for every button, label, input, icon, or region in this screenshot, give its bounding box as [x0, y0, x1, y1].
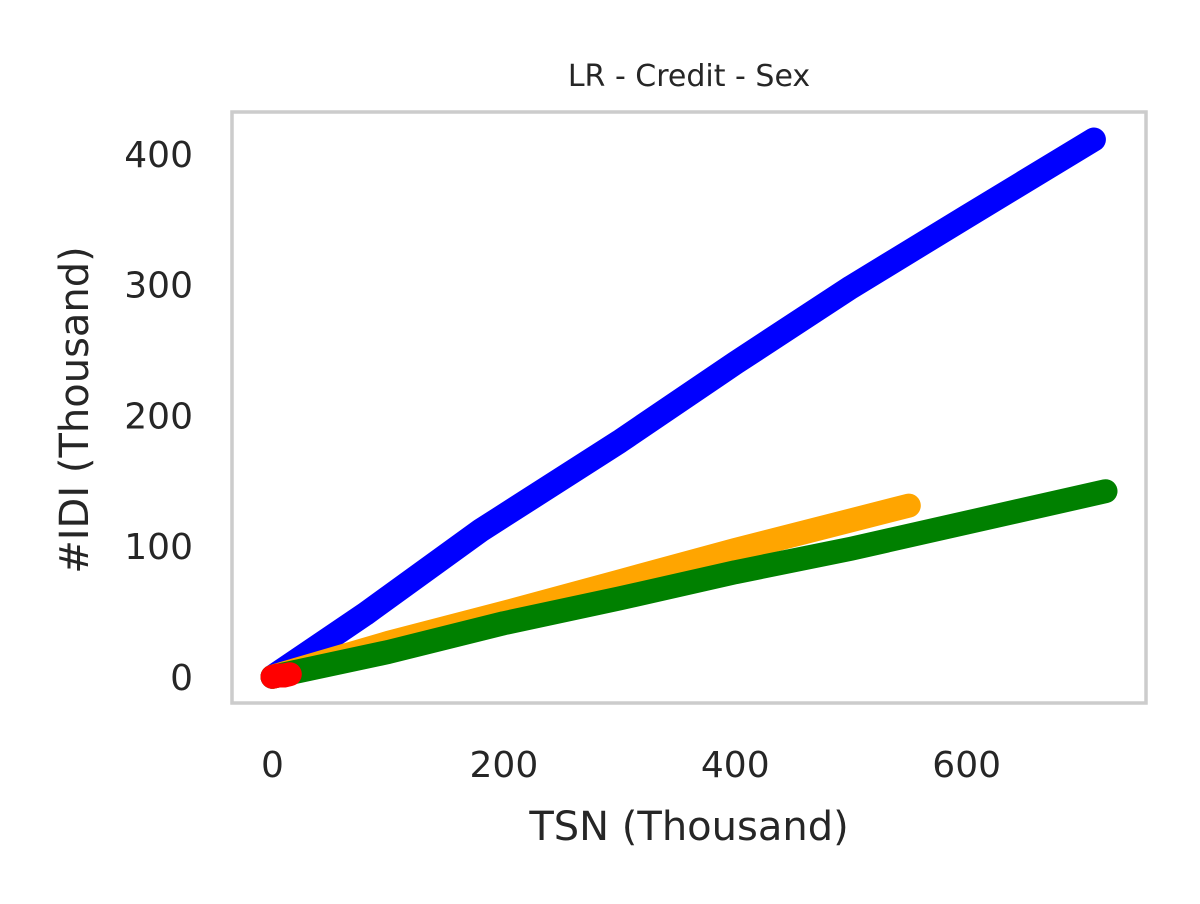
y-axis-ticks: 0 100 200 300 400: [124, 135, 193, 699]
x-tick-label: 0: [261, 745, 284, 786]
axes-frame: [230, 110, 1148, 705]
series-layer: [260, 127, 1118, 689]
series-line-4: [260, 662, 302, 689]
y-axis-label: #IDI (Thousand): [52, 246, 98, 574]
chart-title: LR - Credit - Sex: [568, 59, 810, 94]
y-tick-label: 100: [124, 527, 193, 568]
x-tick-label: 600: [932, 745, 1001, 786]
series-line-3: [260, 479, 1118, 689]
y-tick-label: 300: [124, 266, 193, 307]
x-axis-label: TSN (Thousand): [528, 804, 848, 850]
y-tick-label: 200: [124, 396, 193, 437]
y-tick-label: 0: [170, 658, 193, 699]
plot-frame: [230, 110, 1148, 705]
y-tick-label: 400: [124, 135, 193, 176]
x-tick-label: 400: [701, 745, 770, 786]
x-axis-ticks: 0 200 400 600: [261, 745, 1001, 786]
x-tick-label: 200: [470, 745, 539, 786]
series-line-1: [260, 127, 1106, 689]
